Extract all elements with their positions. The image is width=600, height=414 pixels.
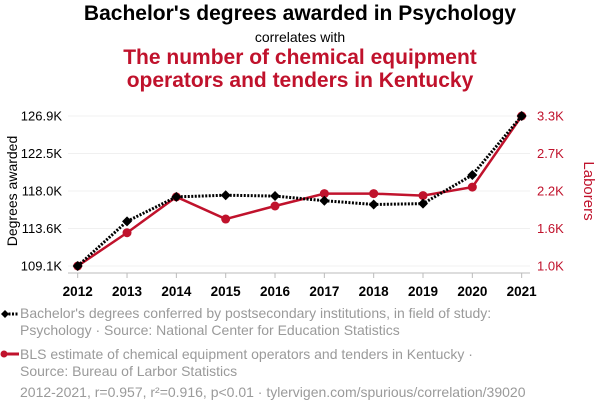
data-point-laborers xyxy=(122,228,132,238)
data-point-laborers xyxy=(369,189,379,199)
data-point-degrees xyxy=(418,198,429,209)
data-point-degrees xyxy=(467,169,478,180)
y-right-tick-label: 1.0K xyxy=(537,259,564,274)
data-point-degrees xyxy=(368,199,379,210)
x-tick-label: 2012 xyxy=(63,284,93,299)
data-point-laborers xyxy=(418,191,428,201)
x-tick-label: 2013 xyxy=(112,284,143,299)
legend-item-degrees: Bachelor's degrees conferred by postseco… xyxy=(20,305,492,338)
x-tick-label: 2020 xyxy=(457,284,487,299)
data-point-laborers xyxy=(270,201,280,211)
legend-circle-icon xyxy=(0,350,8,358)
connector-text: correlates with xyxy=(254,29,346,45)
x-tick-label: 2015 xyxy=(211,284,242,299)
y-right-tick-label: 1.6K xyxy=(537,221,564,236)
chart-subtitle: The number of chemical equipment operato… xyxy=(123,46,477,92)
y-left-tick-label: 109.1K xyxy=(21,259,63,274)
footer-stats: 2012-2021, r=0.957, r²=0.916, p<0.01 · t… xyxy=(20,384,526,400)
data-point-degrees xyxy=(122,216,133,227)
y-left-tick-label: 118.0K xyxy=(22,184,63,199)
line-chart: 109.1K 1.0K 113.6K 1.6K 118.0K 2.2K 122.5K 2.7K… xyxy=(4,109,597,300)
x-tick-label: 2016 xyxy=(260,284,291,299)
y-right-tick-label: 2.2K xyxy=(537,184,564,199)
data-point-laborers xyxy=(319,189,329,199)
legend-markers xyxy=(0,310,19,358)
data-point-degrees xyxy=(220,190,231,201)
data-point-degrees xyxy=(516,111,527,121)
x-tick-label: 2019 xyxy=(408,284,438,299)
chart-title: Bachelor's degrees awarded in Psychology xyxy=(83,2,517,25)
data-point-degrees xyxy=(72,261,83,271)
legend-item-laborers: BLS estimate of chemical equipment opera… xyxy=(20,346,473,379)
data-point-laborers xyxy=(467,182,477,192)
data-point-laborers xyxy=(221,214,231,224)
y-left-axis-label: Degrees awarded xyxy=(4,136,20,247)
data-point-degrees xyxy=(270,191,281,202)
x-tick-label: 2014 xyxy=(161,284,192,299)
data-point-degrees xyxy=(319,195,330,206)
data-point-degrees xyxy=(171,191,182,202)
y-left-tick-label: 126.9K xyxy=(21,109,63,124)
y-left-tick-label: 113.6K xyxy=(22,221,63,236)
x-tick-label: 2021 xyxy=(507,284,538,299)
series-line-degrees xyxy=(76,115,523,268)
y-right-tick-label: 3.3K xyxy=(537,109,564,124)
y-right-tick-label: 2.7K xyxy=(537,146,564,161)
y-left-tick-label: 122.5K xyxy=(21,146,63,161)
x-tick-label: 2018 xyxy=(359,284,390,299)
x-tick-label: 2017 xyxy=(309,284,339,299)
y-right-axis-label: Laborers xyxy=(580,161,597,220)
legend-diamond-icon xyxy=(1,310,9,318)
